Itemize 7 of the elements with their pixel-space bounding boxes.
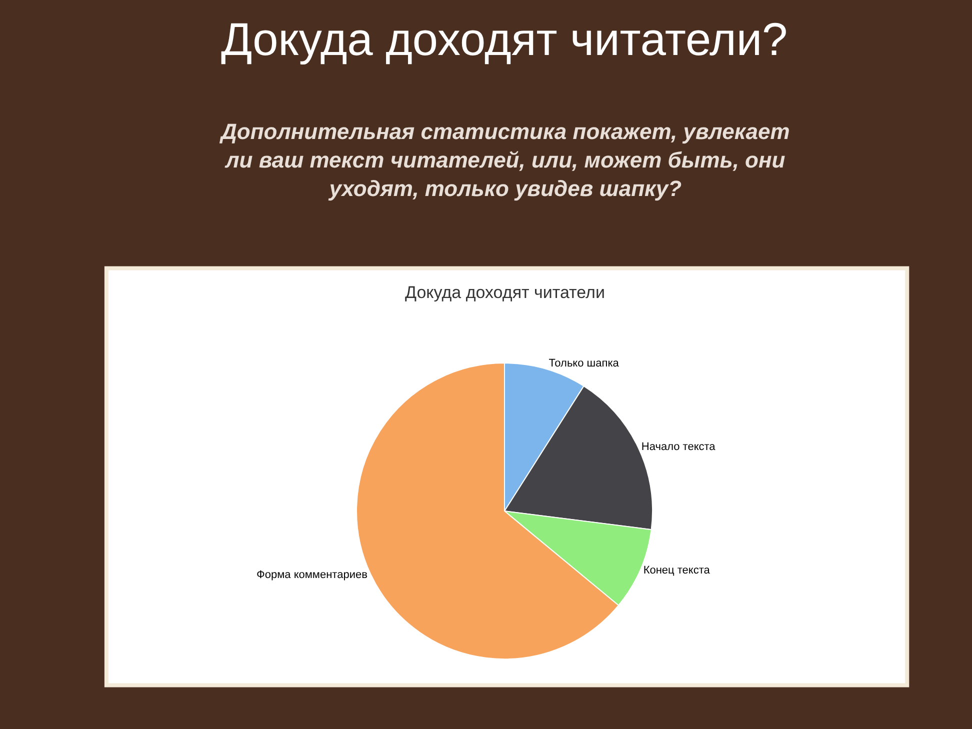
chart-title: Докуда доходят читатели? bbox=[221, 13, 788, 65]
slice-label: Форма комментариев bbox=[256, 569, 368, 582]
text: Докуда доходят читатели bbox=[405, 283, 605, 302]
slice-label: Конец текста bbox=[643, 564, 711, 577]
slice-label: Только шапка bbox=[548, 357, 620, 370]
slice-label: Начало текста bbox=[641, 440, 716, 453]
chart-subtitle: Дополнительная статистика покажет, увлекает ли ваш текст читателей, или, может быть, они уходят, только увидев шапку? bbox=[219, 119, 790, 202]
